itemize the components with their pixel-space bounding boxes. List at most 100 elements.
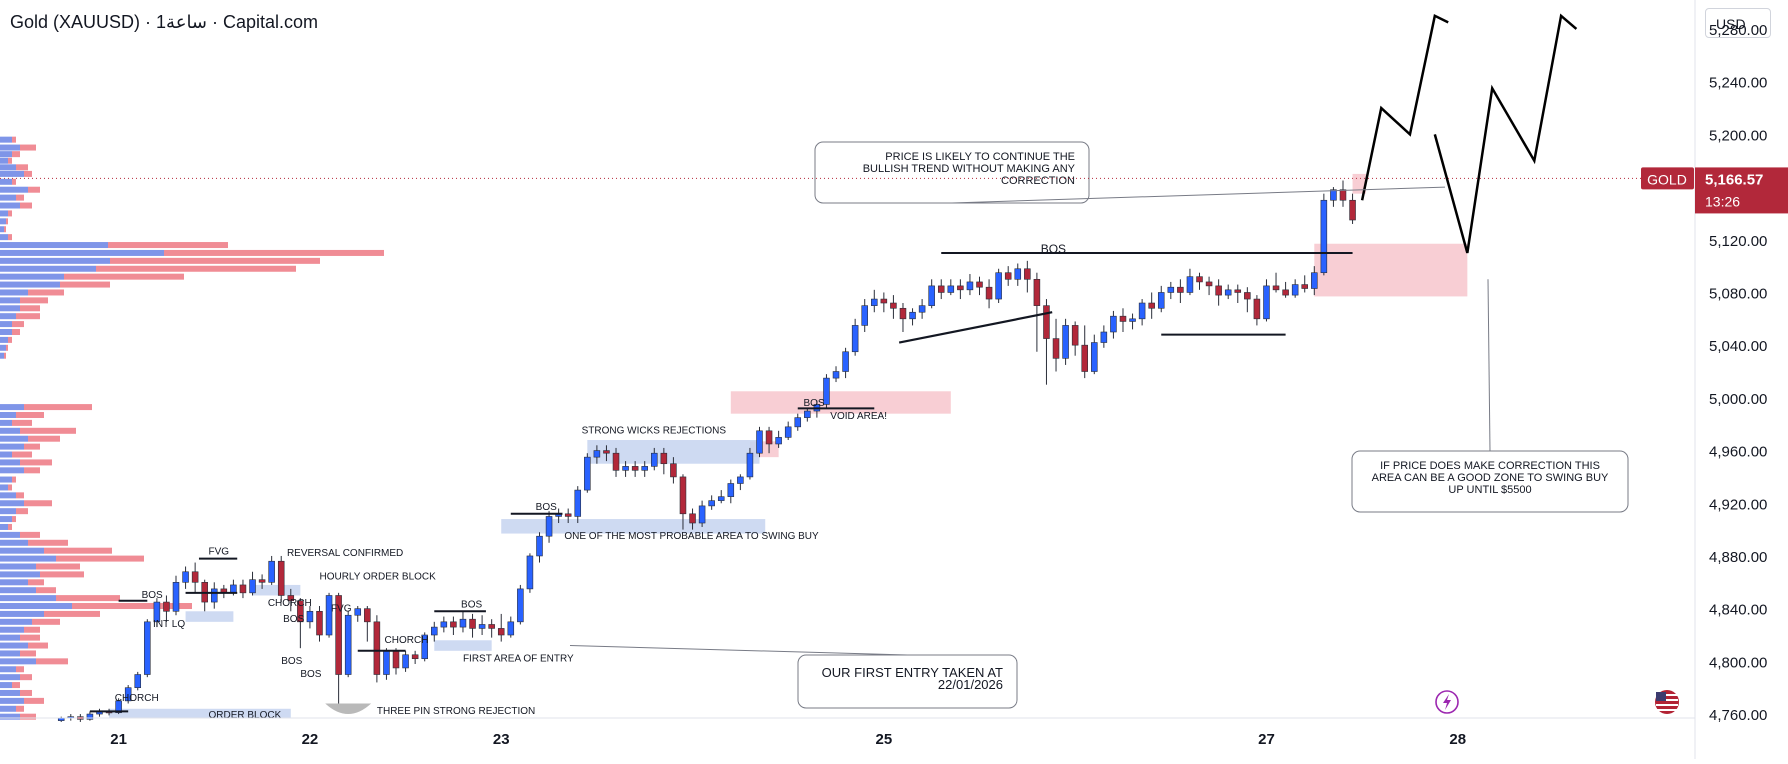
volume-bar-down [16, 705, 24, 712]
structure-lines [89, 251, 1353, 715]
volume-bar-down [36, 563, 80, 570]
volume-bar-down [12, 476, 16, 483]
annotation-label: BOS [536, 502, 557, 513]
zones [109, 173, 1468, 718]
volume-bar-up [0, 178, 12, 185]
volume-bar-up [0, 476, 12, 483]
volume-bar-up [0, 697, 24, 704]
volume-bar-down [56, 595, 120, 602]
candle [1004, 272, 1012, 280]
candle [1205, 281, 1213, 287]
currency-button[interactable]: USD [1705, 8, 1771, 38]
volume-bar-up [0, 492, 16, 499]
volume-bar-up [0, 618, 32, 625]
candle [1110, 315, 1117, 333]
lightning-icon-glyph [1443, 694, 1451, 710]
candle [316, 610, 323, 636]
volume-bar-up [0, 579, 28, 586]
candle [689, 513, 696, 524]
lightning-icon[interactable] [1435, 690, 1459, 714]
candle [1071, 325, 1079, 346]
annotation-label: BOS [281, 656, 302, 667]
candle [1177, 286, 1184, 293]
candle [574, 489, 582, 517]
candle [775, 437, 782, 445]
volume-bar-down [24, 697, 44, 704]
annotation-label: BOS [803, 398, 824, 409]
candle [1339, 189, 1347, 201]
candle [163, 601, 170, 612]
callout-text: IF PRICE DOES MAKE CORRECTION THIS [1380, 460, 1600, 472]
callout-text: AREA CAN BE A GOOD ZONE TO SWING BUY [1372, 472, 1609, 484]
callout-text: 22/01/2026 [938, 677, 1003, 692]
volume-bar-up [0, 531, 20, 538]
annotation-label: CHORCH [268, 598, 312, 609]
candle [651, 452, 658, 467]
volume-bar-down [12, 516, 16, 523]
volume-bar-up [0, 186, 28, 193]
volume-bar-up [0, 467, 24, 474]
candle [871, 298, 878, 306]
volume-bar-up [0, 297, 20, 304]
candle [880, 298, 888, 304]
volume-bar-up [0, 713, 20, 720]
volume-bar-up [0, 164, 16, 171]
candle [1081, 344, 1088, 372]
annotation-label: FVG [331, 603, 352, 614]
candle [517, 588, 524, 623]
volume-bar-up [0, 674, 20, 681]
volume-bar-down [16, 666, 24, 673]
correction-zone [1314, 243, 1468, 297]
candle [670, 463, 677, 478]
volume-bar-down [24, 443, 40, 450]
us-flag-stripe [1656, 709, 1678, 711]
volume-bar-up [0, 516, 12, 523]
volume-bar-up [0, 571, 40, 578]
candle [431, 626, 438, 636]
volume-bar-down [12, 136, 16, 143]
candle [411, 654, 419, 660]
price-tag-countdown: 13:26 [1705, 193, 1740, 209]
annotation-label: FIRST AREA OF ENTRY [463, 653, 574, 664]
volume-bar-up [0, 642, 28, 649]
volume-bar-down [20, 650, 36, 657]
strong-wick-zone [587, 440, 760, 464]
volume-bar-up [0, 136, 12, 143]
volume-bar-up [0, 658, 36, 665]
volume-bar-up [0, 523, 8, 530]
volume-bar-up [0, 157, 8, 164]
callout-text: OUR FIRST ENTRY TAKEN AT [822, 665, 1003, 680]
volume-bar-up [0, 451, 12, 458]
forecast-path-1 [1360, 13, 1449, 201]
volume-bar-down [44, 610, 100, 617]
candle [526, 555, 534, 590]
first-entry-zone [434, 640, 492, 651]
y-tick-label: 5,080.00 [1709, 285, 1767, 302]
volume-bar-up [0, 459, 20, 466]
volume-bar-up [0, 610, 44, 617]
candle [756, 430, 763, 454]
volume-bar-up [0, 249, 164, 256]
volume-bar-down [16, 194, 24, 201]
volume-bar-down [6, 344, 8, 351]
volume-bar-up [0, 321, 12, 328]
volume-bar-down [36, 587, 56, 594]
volume-bar-down [16, 411, 44, 418]
volume-bar-up [0, 234, 8, 241]
annotation-label: ORDER BLOCK [208, 710, 281, 721]
candle [344, 614, 352, 675]
candle [823, 377, 830, 405]
volume-bar-up [0, 650, 20, 657]
volume-bar-down [8, 210, 12, 217]
y-tick-label: 4,800.00 [1709, 654, 1767, 671]
volume-bar-down [56, 555, 144, 562]
candle [440, 621, 448, 628]
volume-bar-down [20, 531, 40, 538]
annotation-label: BOS [461, 599, 482, 610]
y-tick-label: 5,200.00 [1709, 127, 1767, 144]
volume-bar-up [0, 336, 8, 343]
candle [1282, 289, 1289, 296]
